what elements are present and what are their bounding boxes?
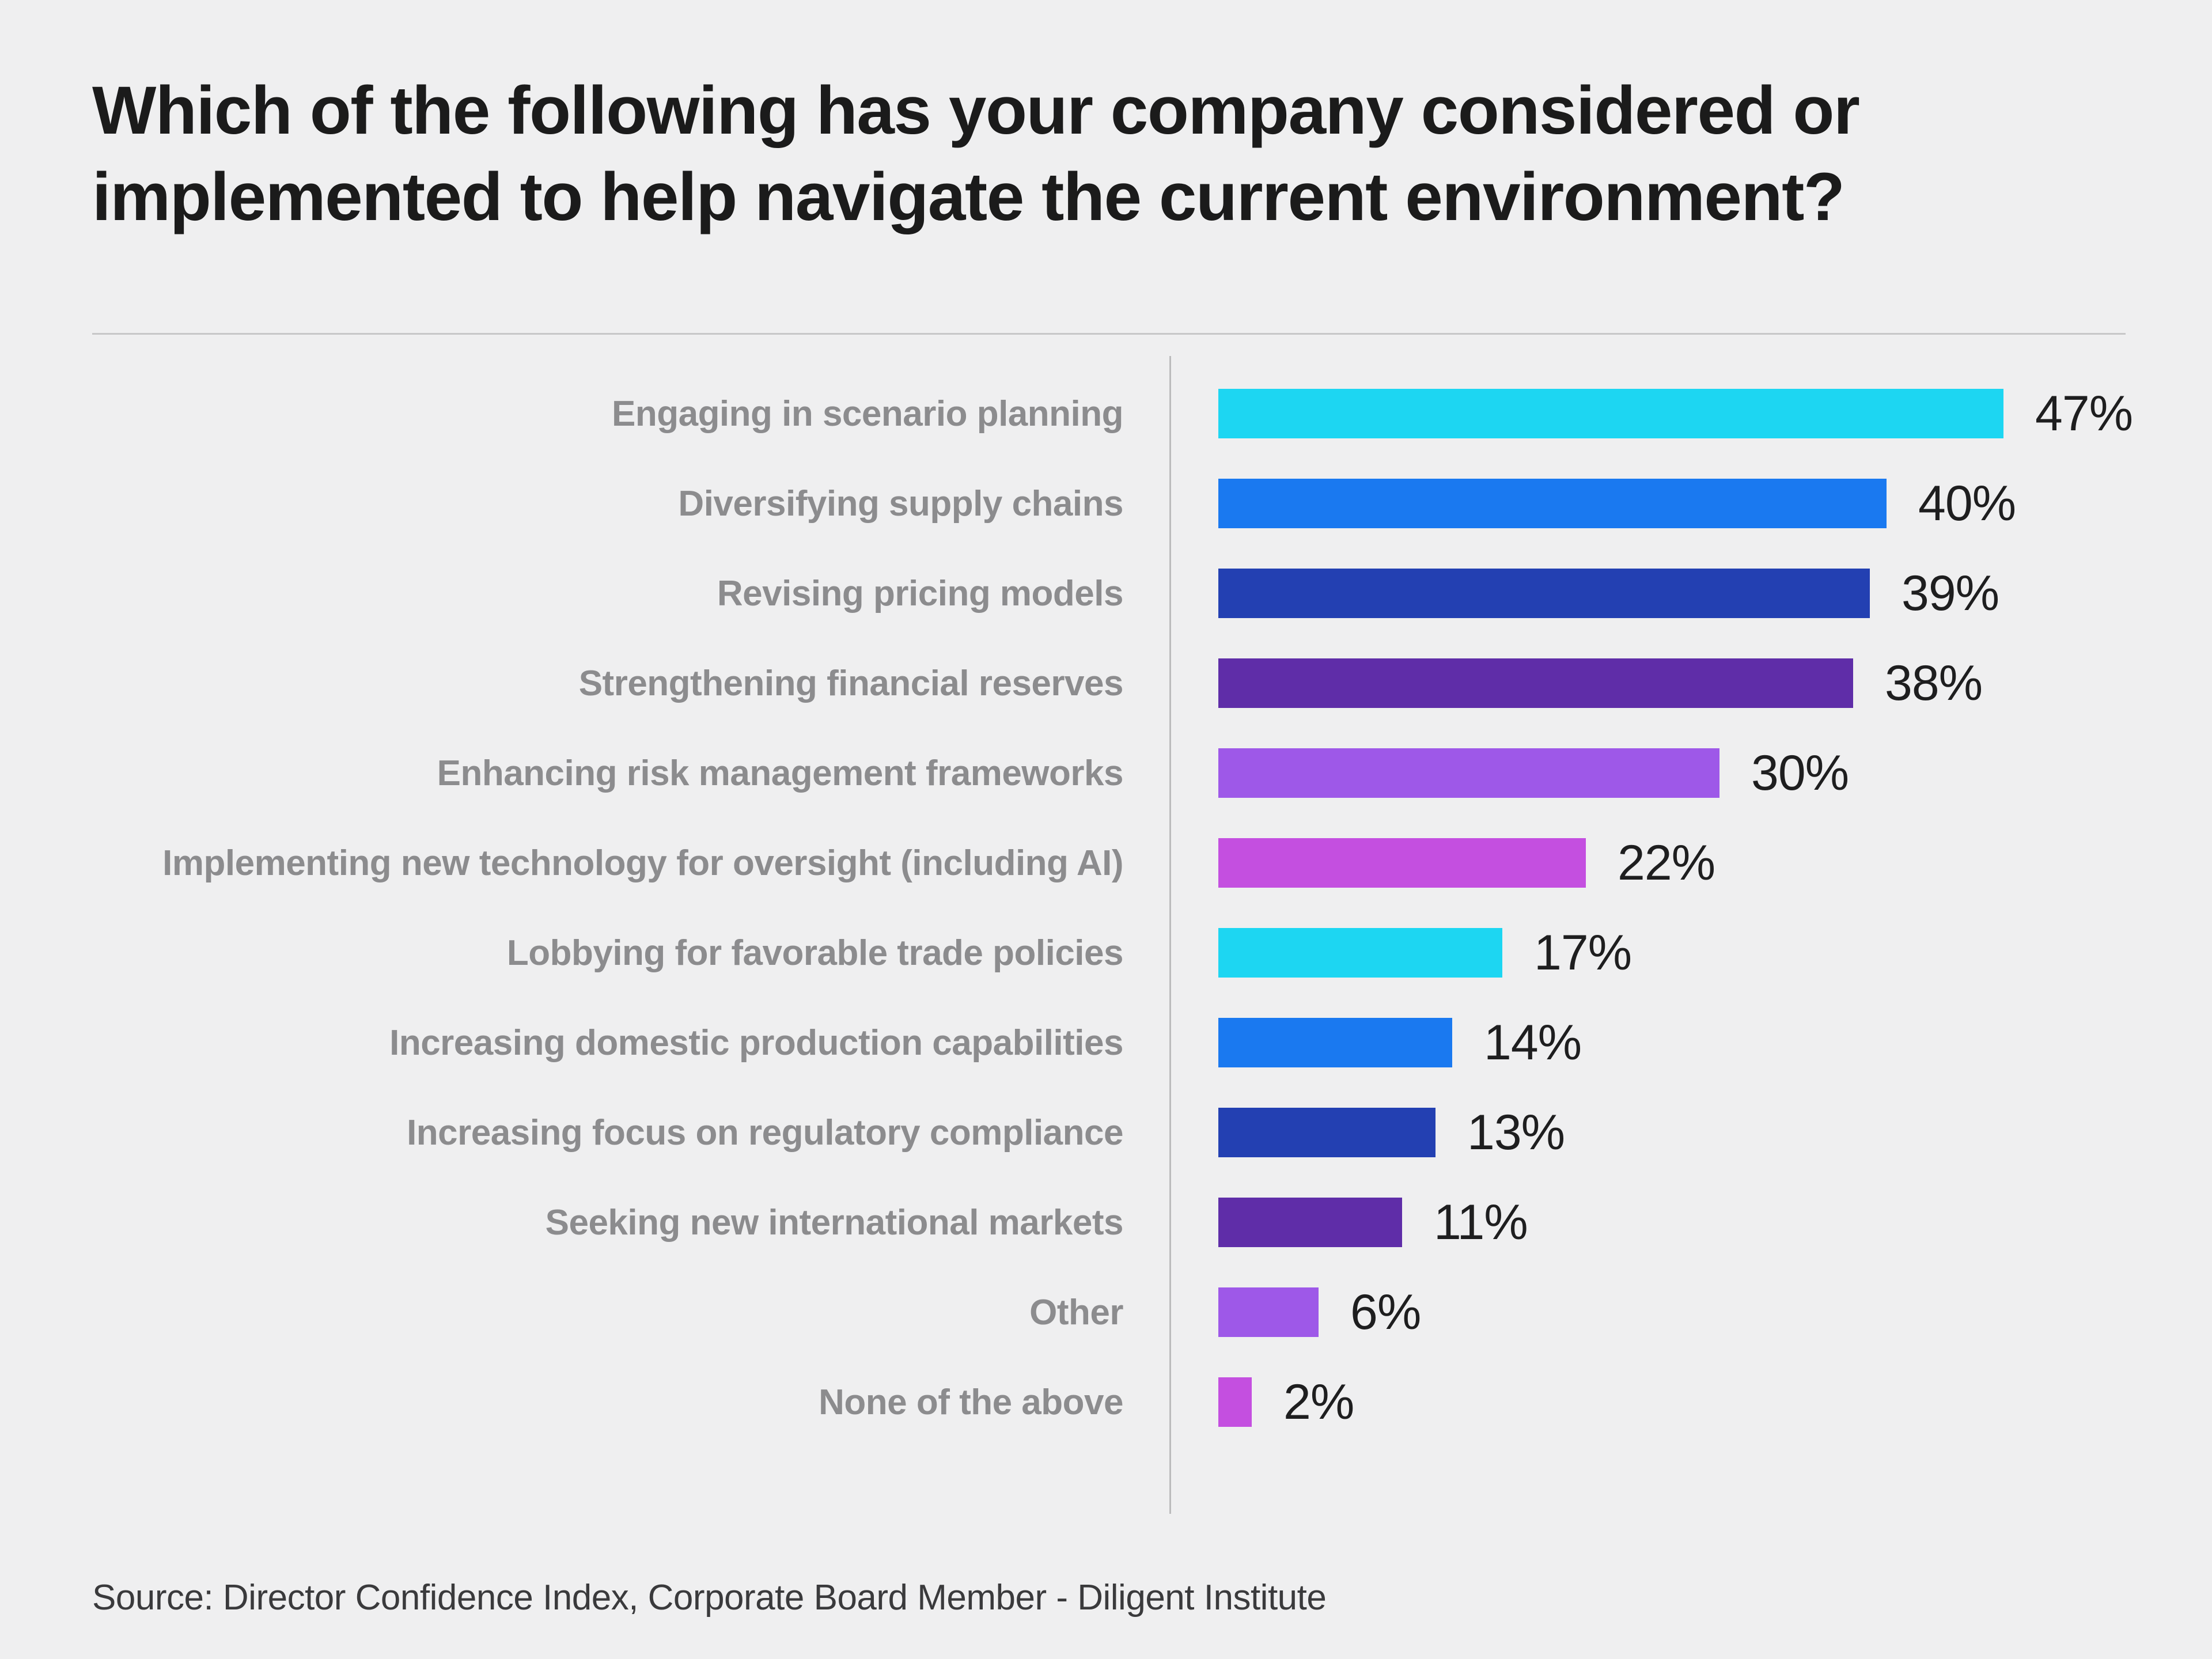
chart-row: Revising pricing models 39% [0, 548, 2212, 638]
chart-row: Seeking new international markets 11% [0, 1177, 2212, 1267]
chart-row: Enhancing risk management frameworks 30% [0, 728, 2212, 818]
value-label: 14% [1484, 1014, 1582, 1070]
chart-row: Implementing new technology for oversigh… [0, 818, 2212, 908]
value-label: 40% [1918, 475, 2016, 531]
bar [1218, 748, 1719, 798]
title-divider [92, 333, 2126, 335]
category-label: Lobbying for favorable trade policies [506, 933, 1124, 973]
value-label: 13% [1467, 1104, 1565, 1160]
chart-row: Increasing domestic production capabilit… [0, 998, 2212, 1088]
category-label: Implementing new technology for oversigh… [162, 843, 1123, 883]
value-label: 38% [1885, 655, 1983, 711]
y-axis-line [1169, 356, 1171, 1514]
category-label: Enhancing risk management frameworks [437, 753, 1124, 793]
bar [1218, 928, 1502, 978]
value-label: 2% [1283, 1374, 1354, 1430]
category-label: None of the above [819, 1382, 1123, 1422]
value-label: 6% [1350, 1284, 1421, 1340]
bar [1218, 479, 1887, 528]
chart-row: None of the above 2% [0, 1357, 2212, 1447]
source-text: Source: Director Confidence Index, Corpo… [92, 1578, 1327, 1618]
chart-row: Other 6% [0, 1267, 2212, 1357]
bar [1218, 1018, 1452, 1067]
bar [1218, 569, 1870, 618]
value-label: 22% [1618, 835, 1715, 891]
chart-rows: Engaging in scenario planning 47% Diversif… [0, 369, 2212, 1447]
chart-row: Engaging in scenario planning 47% [0, 369, 2212, 459]
category-label: Revising pricing models [717, 573, 1124, 613]
chart-title: Which of the following has your company … [92, 73, 1860, 235]
bar [1218, 1287, 1319, 1337]
bar [1218, 1108, 1435, 1157]
bar [1218, 1198, 1402, 1247]
bar [1218, 389, 2003, 438]
chart-row: Diversifying supply chains 40% [0, 459, 2212, 548]
category-label: Other [1029, 1292, 1123, 1332]
chart-row: Lobbying for favorable trade policies 17% [0, 908, 2212, 998]
bar [1218, 838, 1586, 888]
category-label: Engaging in scenario planning [611, 393, 1124, 434]
value-label: 30% [1751, 745, 1849, 801]
category-label: Strengthening financial reserves [578, 663, 1124, 703]
category-label: Increasing focus on regulatory complianc… [407, 1112, 1123, 1153]
bar [1218, 658, 1853, 708]
bar [1218, 1377, 1252, 1427]
value-label: 11% [1434, 1194, 1528, 1250]
chart-row: Increasing focus on regulatory complianc… [0, 1088, 2212, 1177]
category-label: Increasing domestic production capabilit… [389, 1022, 1123, 1063]
chart-row: Strengthening financial reserves 38% [0, 638, 2212, 728]
bar-chart: Engaging in scenario planning 47% Diversif… [0, 356, 2212, 1514]
category-label: Diversifying supply chains [678, 483, 1123, 524]
value-label: 39% [1902, 565, 1999, 621]
value-label: 47% [2035, 385, 2133, 441]
value-label: 17% [1534, 925, 1632, 980]
category-label: Seeking new international markets [545, 1202, 1124, 1243]
